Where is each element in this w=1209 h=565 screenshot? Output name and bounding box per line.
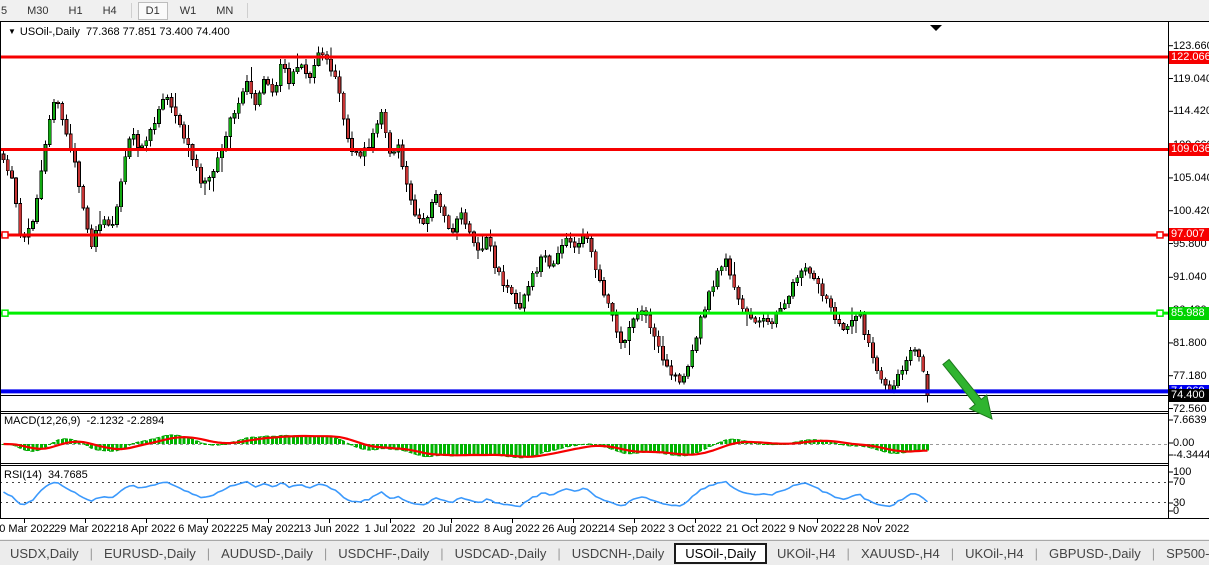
date-tick-label: 14 Sep 2022 (602, 523, 666, 535)
chart-title: ▼ USOil-,Daily 77.368 77.851 73.400 74.40… (8, 26, 230, 38)
chart-tab-bar: USDX,Daily | EURUSD-,Daily | AUDUSD-,Daily | U… (0, 540, 1209, 565)
chart-symbol: USOil-,Daily (19, 26, 80, 38)
timeframe-button-d1[interactable]: D1 (137, 1, 168, 20)
price-badge: 74.400 (1169, 388, 1209, 402)
chart-tab-usdcnh-daily[interactable]: USDCNH-,Daily (571, 546, 665, 561)
macd-values: -2.1232 -2.2894 (86, 415, 165, 427)
price-badge: 85.988 (1169, 306, 1209, 320)
rsi-indicator-label: RSI(14) 34.7685 (4, 469, 88, 481)
date-tick-label: 8 Aug 2022 (484, 523, 540, 535)
date-tick-label: 18 Apr 2022 (116, 523, 176, 535)
timeframe-button-h1[interactable]: H1 (68, 4, 83, 17)
symbol-dropdown-icon[interactable]: ▼ (8, 27, 16, 36)
macd-tick-label: -4.3444 (1173, 449, 1209, 461)
price-badge: 109.036 (1169, 143, 1209, 157)
rsi-tick-label: 100 (1173, 466, 1192, 478)
tab-separator: | (846, 546, 850, 561)
rsi-name: RSI(14) (4, 469, 42, 481)
toolbar-separator (130, 3, 132, 18)
timeframe-button-h4[interactable]: H4 (102, 4, 117, 17)
date-tick-label: 26 Aug 2022 (542, 523, 604, 535)
tab-separator: | (950, 546, 955, 561)
macd-name: MACD(12,26,9) (4, 415, 81, 427)
rsi-tick-label: 0 (1173, 505, 1180, 517)
chart-tab-usdx-daily[interactable]: USDX,Daily (10, 546, 79, 561)
chart-tab-audusd-daily[interactable]: AUDUSD-,Daily (221, 546, 313, 561)
hline-handle (1, 309, 9, 317)
price-tick-label: 119.040 (1173, 72, 1209, 85)
price-tick-label: 72.560 (1173, 402, 1207, 415)
chart-tab-ukoil-h4[interactable]: UKOil-,H4 (965, 546, 1024, 561)
timeframe-button-5[interactable]: 5 (1, 4, 8, 17)
date-tick-label: 13 Jun 2022 (298, 523, 360, 535)
rsi-value: 34.7685 (48, 469, 88, 481)
date-tick-label: 29 Mar 2022 (54, 523, 116, 535)
down-arrow-annotation (942, 358, 993, 420)
chart-tab-xauusd-h4[interactable]: XAUUSD-,H4 (860, 546, 940, 561)
chart-tab-sp500-h4[interactable]: SP500-,H4 (1166, 546, 1209, 561)
date-tick-label: 3 Oct 2022 (668, 523, 722, 535)
macd-tick-label: 0.00 (1173, 437, 1195, 449)
tab-separator: | (557, 546, 561, 561)
tab-separator: | (323, 546, 328, 561)
date-tick-label: 1 Jul 2022 (364, 523, 416, 535)
date-tick-label: 10 Mar 2022 (0, 523, 55, 535)
date-tick-label: 28 Nov 2022 (846, 523, 910, 535)
date-tick-label: 25 May 2022 (236, 523, 300, 535)
toolbar-separator (247, 3, 249, 18)
price-tick-label: 123.660 (1173, 39, 1209, 52)
price-tick-label: 100.420 (1173, 204, 1209, 217)
shift-marker-icon (930, 25, 942, 31)
date-tick-label: 6 May 2022 (178, 523, 236, 535)
chart-tab-ukoil-h4[interactable]: UKOil-,H4 (777, 546, 836, 561)
price-tick-label: 77.180 (1173, 369, 1207, 382)
rsi-tick-label: 70 (1173, 476, 1186, 488)
date-tick-label: 9 Nov 2022 (788, 523, 846, 535)
hline-handle (1156, 231, 1164, 239)
chart-tab-eurusd-daily[interactable]: EURUSD-,Daily (104, 546, 196, 561)
price-badge: 122.066 (1169, 50, 1209, 64)
chart-ohlc: 77.368 77.851 73.400 74.400 (85, 26, 230, 38)
price-tick-label: 91.040 (1173, 271, 1207, 284)
tab-separator: | (206, 546, 211, 561)
chart-tab-gbpusd-daily[interactable]: GBPUSD-,Daily (1048, 546, 1141, 561)
price-tick-label: 105.040 (1173, 171, 1209, 184)
tab-separator: | (1034, 546, 1038, 561)
date-tick-label: 21 Oct 2022 (726, 523, 786, 535)
timeframe-button-w1[interactable]: W1 (179, 4, 197, 17)
chart-tab-usoil-daily[interactable]: USOil-,Daily (674, 542, 768, 564)
chart-tab-usdcad-daily[interactable]: USDCAD-,Daily (454, 546, 547, 561)
price-tick-label: 114.420 (1173, 105, 1209, 118)
hline-handle (1156, 309, 1164, 317)
macd-indicator-label: MACD(12,26,9) -2.1232 -2.2894 (4, 415, 164, 427)
rsi-tick-label: 30 (1173, 497, 1186, 509)
tab-separator: | (89, 546, 94, 561)
timeframe-button-mn[interactable]: MN (216, 4, 234, 17)
chart-tab-usdchf-daily[interactable]: USDCHF-,Daily (338, 546, 430, 561)
price-badge: 97.007 (1169, 228, 1209, 242)
hline-handle (1, 231, 9, 239)
tab-separator: | (440, 546, 444, 561)
timeframe-button-m30[interactable]: M30 (27, 4, 49, 17)
macd-tick-label: 7.6639 (1173, 414, 1207, 426)
timeframe-toolbar: 5 M30 H1 H4 D1 W1 MN (0, 0, 1209, 21)
price-tick-label: 81.800 (1173, 336, 1207, 349)
chart-canvas[interactable] (0, 0, 1209, 540)
date-tick-label: 20 Jul 2022 (422, 523, 480, 535)
tab-separator: | (1151, 546, 1156, 561)
